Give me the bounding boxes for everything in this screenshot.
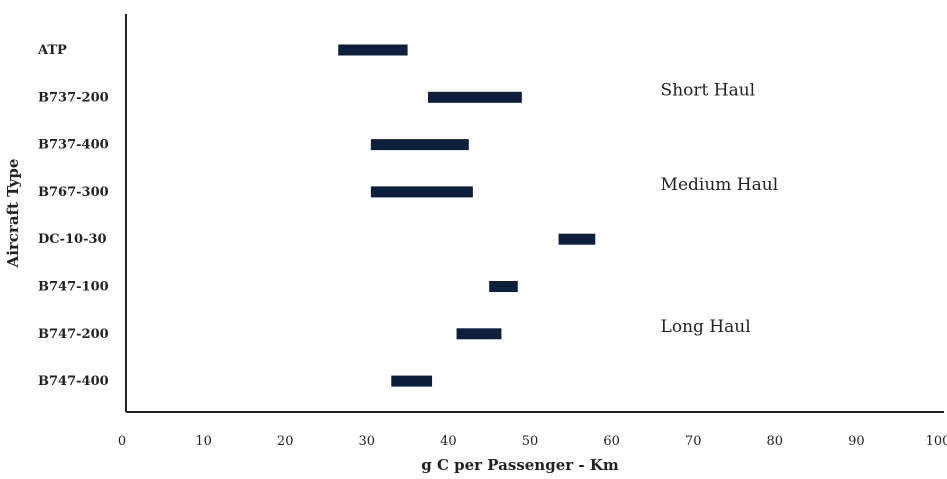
x-tick-labels: 0 10 20 30 40 50 60 70 80 90 100: [118, 434, 947, 449]
x-tick-label: 50: [522, 434, 539, 449]
range-bar: [391, 375, 433, 387]
bars: [338, 44, 596, 387]
x-tick-label: 10: [195, 434, 212, 449]
category-label: B747-100: [38, 280, 109, 295]
x-tick-label: 30: [359, 434, 376, 449]
annotation-label: Short Haul: [661, 80, 756, 100]
x-tick-label: 80: [767, 434, 784, 449]
x-tick-label: 100: [926, 434, 947, 449]
category-label: B747-400: [38, 374, 109, 389]
range-bar: [489, 281, 518, 292]
range-bar: [558, 233, 596, 245]
category-label: B737-400: [38, 138, 109, 153]
x-axis-label: g C per Passenger - Km: [421, 456, 619, 474]
x-tick-label: 0: [118, 434, 126, 449]
range-bar: [428, 91, 522, 103]
annotations: Short Haul Medium Haul Long Haul: [661, 80, 779, 337]
category-label: B747-200: [38, 327, 109, 342]
range-bar: [370, 139, 469, 151]
x-tick-label: 70: [685, 434, 702, 449]
category-label: ATP: [37, 43, 67, 58]
y-axis-label: Aircraft Type: [4, 159, 22, 269]
category-labels: ATP B737-200 B737-400 B767-300 DC-10-30 B747-…: [37, 43, 109, 389]
category-label: DC-10-30: [38, 232, 107, 247]
x-tick-label: 20: [277, 434, 294, 449]
annotation-label: Long Haul: [661, 317, 751, 337]
x-tick-label: 90: [848, 434, 865, 449]
axes: [125, 14, 944, 413]
category-label: B737-200: [38, 90, 109, 105]
x-tick-label: 40: [440, 434, 457, 449]
annotation-label: Medium Haul: [661, 175, 779, 195]
range-bar: [338, 44, 408, 56]
range-bar: [370, 186, 473, 198]
category-label: B767-300: [38, 185, 109, 200]
x-tick-label: 60: [603, 434, 620, 449]
range-bar: [456, 328, 502, 340]
